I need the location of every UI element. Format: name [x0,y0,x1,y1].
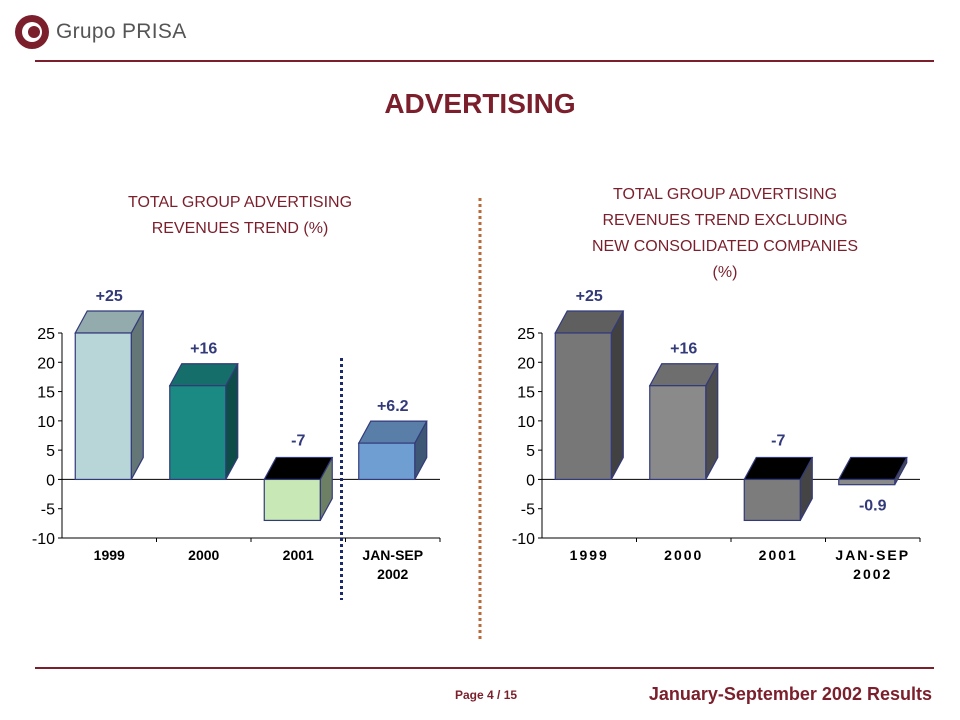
left-bar-2001 [263,456,334,522]
data-label: -0.9 [859,498,887,515]
x-tick-label: 2000 [664,547,703,563]
y-tick-label: -5 [521,502,535,519]
left-chart-title-line: TOTAL GROUP ADVERTISING [127,194,353,211]
data-label: -7 [291,432,305,449]
x-tick-label: JAN-SEP 2002 [362,547,423,582]
x-tick-label: 2001 [283,547,314,563]
center-divider [478,198,482,640]
y-tick-label: -5 [41,502,55,519]
prisa-logo-icon [15,15,49,49]
y-tick-label: -10 [512,531,535,548]
footer-rule [35,667,934,669]
page-title: ADVERTISING [384,88,576,119]
right-bar-chart: 25 20 15 10 5 0 -5 -10 +25 1999 +16 2000 -7 2001 -0.9 J… [512,288,921,582]
page-number: Page 4 / 15 [455,688,518,702]
right-bar-jan-sep-2002 [837,456,908,486]
y-tick-label: 0 [526,472,535,489]
brand-logo [12,12,182,52]
y-tick-label: -10 [32,531,55,548]
right-chart-title-line: TOTAL GROUP ADVERTISING [612,186,838,203]
right-chart-title-line: REVENUES TREND EXCLUDING [602,212,848,229]
left-chart-title: TOTAL GROUP ADVERTISING REVENUES TREND (… [40,190,440,242]
left-bar-chart: 25 20 15 10 5 0 -5 -10 +25 1999 +16 2000 -7 2001 +6.2 J… [32,288,441,600]
x-tick-label: 1999 [570,547,609,563]
header-rule [35,60,934,62]
data-label: +25 [576,288,603,305]
y-tick-label: 10 [37,414,55,431]
y-tick-label: 0 [46,472,55,489]
right-chart-title: TOTAL GROUP ADVERTISING REVENUES TREND E… [520,182,930,286]
y-tick-label: 20 [37,355,55,372]
right-bar-2000 [648,363,719,481]
x-tick-label: 2001 [759,547,798,563]
right-chart-title-line: NEW CONSOLIDATED COMPANIES [591,238,859,255]
y-tick-label: 25 [517,326,535,343]
right-bar-2001 [743,456,814,522]
x-tick-label: 2000 [188,547,219,563]
left-chart-title-line: REVENUES TREND (%) [151,220,329,237]
x-tick-label: 1999 [94,547,125,563]
y-tick-label: 5 [526,443,535,460]
left-bar-jan-sep-2002 [357,420,428,481]
x-tick-label: JAN-SEP 2002 [835,547,910,582]
y-tick-label: 15 [37,385,55,402]
y-tick-label: 20 [517,355,535,372]
y-tick-label: 10 [517,414,535,431]
y-tick-label: 25 [37,326,55,343]
y-tick-label: 5 [46,443,55,460]
data-label: +16 [670,341,697,358]
data-label: +25 [96,288,123,305]
data-label: +6.2 [377,398,409,415]
footer-title: January-September 2002 Results [648,684,932,704]
left-bar-2000 [168,363,239,481]
brand-name: Grupo PRISA [56,20,187,43]
right-chart-title-line: (%) [712,264,738,281]
data-label: +16 [190,341,217,358]
right-bar-1999 [554,310,625,481]
left-bar-1999 [74,310,145,481]
y-tick-label: 15 [517,385,535,402]
data-label: -7 [771,432,785,449]
